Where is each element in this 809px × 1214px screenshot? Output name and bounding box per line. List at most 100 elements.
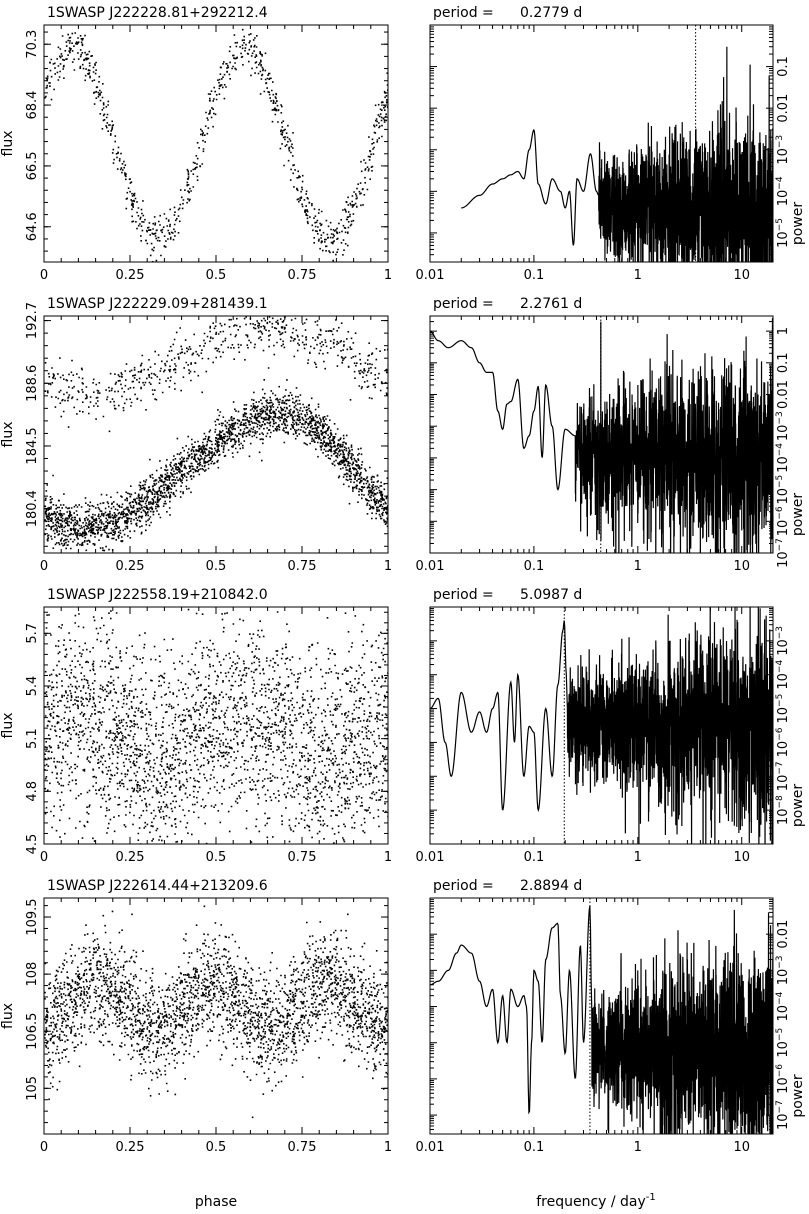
y-tick-label: 10−4 — [775, 660, 791, 690]
x-tick-label: 0.1 — [524, 1140, 545, 1155]
y-tick-label: 10−3 — [775, 955, 791, 985]
x-tick-label: 0.5 — [206, 268, 227, 283]
y-axis-label: power — [790, 202, 806, 246]
y-tick-label: 10−3 — [775, 135, 791, 165]
y-tick-label: 0.01 — [776, 380, 791, 409]
x-tick-label: 0.25 — [116, 1140, 145, 1155]
periodogram-panel-2: period = 2.2761 d 0.01 0.1 1 10 10−7 10−610−5 10… — [416, 296, 806, 574]
flux-points — [44, 316, 388, 552]
period-label: period = — [433, 587, 494, 603]
star-name: 1SWASP J222614.44+213209.6 — [47, 878, 268, 894]
x-tick-label: 1 — [634, 850, 642, 865]
periodogram-panel-4: period = 2.8894 d 0.01 0.1 1 10 10−7 10−6 10−5 10… — [416, 878, 806, 1155]
x-tick-label: 0.1 — [524, 850, 545, 865]
x-tick-label: 10 — [733, 559, 750, 574]
y-tick-label: 4.8 — [25, 781, 40, 802]
x-tick-label: 1 — [634, 559, 642, 574]
x-tick-label: 0.25 — [116, 268, 145, 283]
period-value: 2.2761 d — [520, 296, 582, 312]
plot-frame — [429, 24, 774, 263]
flux-points — [44, 28, 388, 262]
x-tick-label: 0.25 — [116, 850, 145, 865]
lightcurve-panel-3: 1SWASP J222558.19+210842.0 0 0.25 0.5 0.75 1 4… — [0, 587, 392, 865]
xlabel-frequency: frequency / day-1 — [536, 1192, 656, 1210]
y-tick-label: 10−5 — [775, 475, 791, 505]
y-tick-label: 10−4 — [775, 443, 791, 473]
x-tick-label: 0.5 — [206, 850, 227, 865]
y-tick-label: 68.4 — [25, 91, 40, 120]
x-tick-label: 0 — [40, 1140, 48, 1155]
y-tick-label: 106.5 — [25, 1013, 40, 1050]
star-name: 1SWASP J222228.81+292212.4 — [47, 5, 268, 21]
y-axis-label: flux — [0, 713, 16, 739]
plot-frame — [429, 606, 774, 845]
y-tick-label: 10−7 — [775, 1100, 791, 1130]
y-tick-label: 105 — [25, 1076, 40, 1101]
y-tick-label: 64.6 — [25, 212, 40, 241]
y-tick-label: 10−5 — [775, 694, 791, 724]
x-tick-label: 0.5 — [206, 1140, 227, 1155]
y-axis-label: flux — [0, 422, 16, 448]
x-tick-label: 0.1 — [524, 559, 545, 574]
x-tick-label: 0 — [40, 268, 48, 283]
period-label: period = — [433, 878, 494, 894]
power-spectrum-line — [430, 905, 773, 1134]
period-label: period = — [433, 296, 494, 312]
flux-points — [44, 608, 388, 844]
power-spectrum-line — [430, 607, 773, 844]
period-value: 0.2779 d — [520, 5, 582, 21]
x-tick-label: 0.01 — [416, 268, 445, 283]
y-tick-label: 109.5 — [25, 898, 40, 935]
flux-points — [44, 905, 388, 1119]
x-tick-label: 0.01 — [416, 559, 445, 574]
x-tick-label: 1 — [634, 1140, 642, 1155]
y-tick-label: 10−6 — [775, 727, 791, 757]
y-tick-label: 0.1 — [776, 352, 791, 373]
periodogram-panel-3: period = 5.0987 d 0.01 0.1 1 10 10−8 10−7 10−6 10… — [416, 587, 806, 865]
power-spectrum-line — [461, 46, 773, 262]
plot-frame — [43, 24, 389, 263]
y-axis-label: power — [790, 493, 806, 537]
x-tick-label: 0.01 — [416, 1140, 445, 1155]
lightcurve-panel-1: 1SWASP J222228.81+292212.4 0 0.25 0.5 0.75 1 6… — [0, 5, 392, 283]
y-tick-label: 0.01 — [776, 920, 791, 949]
period-label: period = — [433, 5, 494, 21]
y-tick-label: 10−6 — [775, 1064, 791, 1094]
y-tick-label: 10−8 — [775, 795, 791, 825]
y-tick-label: 10−7 — [775, 761, 791, 791]
x-tick-label: 10 — [733, 850, 750, 865]
x-tick-label: 0 — [40, 559, 48, 574]
period-value: 2.8894 d — [520, 878, 582, 894]
plot-frame — [429, 315, 774, 554]
y-tick-label: 188.6 — [25, 365, 40, 402]
x-tick-label: 0.1 — [524, 268, 545, 283]
y-tick-label: 0.01 — [776, 94, 791, 123]
y-tick-label: 10−5 — [775, 218, 791, 248]
y-tick-label: 10−4 — [775, 991, 791, 1021]
y-axis-label: flux — [0, 131, 16, 157]
lightcurve-panel-4: 1SWASP J222614.44+213209.6 0 0.25 0.5 0.75 1 1… — [0, 878, 392, 1155]
y-tick-label: 10−4 — [775, 176, 791, 206]
star-name: 1SWASP J222558.19+210842.0 — [47, 587, 268, 603]
x-tick-label: 0.5 — [206, 559, 227, 574]
y-tick-label: 184.5 — [25, 427, 40, 464]
y-tick-label: 70.3 — [25, 30, 40, 59]
y-tick-label: 108 — [25, 962, 40, 987]
y-tick-label: 4.5 — [25, 834, 40, 855]
x-tick-label: 0.01 — [416, 850, 445, 865]
y-tick-label: 10−3 — [775, 626, 791, 656]
y-tick-label: 10−5 — [775, 1028, 791, 1058]
period-value: 5.0987 d — [520, 587, 582, 603]
y-axis-label: power — [790, 784, 806, 828]
x-tick-label: 1 — [384, 268, 392, 283]
y-tick-label: 180.4 — [25, 490, 40, 527]
y-tick-label: 10−6 — [775, 506, 791, 536]
x-tick-label: 0.75 — [288, 559, 317, 574]
y-tick-label: 10−7 — [775, 538, 791, 568]
xlabel-phase: phase — [195, 1194, 237, 1210]
y-tick-label: 5.7 — [25, 623, 40, 644]
lightcurve-panel-2: 1SWASP J222229.09+281439.1 0 0.25 0.5 0.75 1 1… — [0, 296, 392, 574]
x-tick-label: 0 — [40, 850, 48, 865]
y-axis-label: flux — [0, 1003, 16, 1029]
